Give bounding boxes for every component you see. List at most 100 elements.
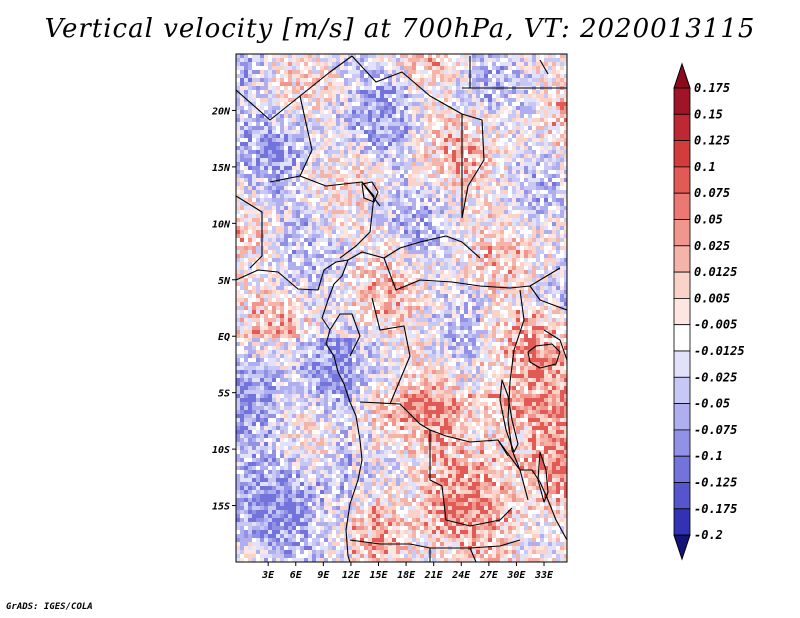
field-cell: [488, 286, 492, 290]
field-cell: [528, 78, 532, 82]
field-cell: [264, 314, 268, 318]
field-cell: [548, 166, 552, 170]
field-cell: [364, 206, 368, 210]
field-cell: [248, 310, 252, 314]
field-cell: [268, 154, 272, 158]
field-cell: [376, 198, 380, 202]
field-cell: [496, 134, 500, 138]
field-cell: [544, 58, 548, 62]
field-cell: [320, 326, 324, 330]
field-cell: [516, 70, 520, 74]
field-cell: [244, 122, 248, 126]
field-cell: [432, 306, 436, 310]
field-cell: [300, 290, 304, 294]
field-cell: [276, 182, 280, 186]
field-cell: [420, 54, 424, 58]
field-cell: [556, 126, 560, 130]
field-cell: [400, 318, 404, 322]
field-cell: [288, 274, 292, 278]
field-cell: [240, 66, 244, 70]
field-cell: [480, 246, 484, 250]
field-cell: [380, 146, 384, 150]
field-cell: [536, 162, 540, 166]
field-cell: [236, 298, 240, 302]
field-cell: [396, 198, 400, 202]
field-cell: [372, 158, 376, 162]
field-cell: [292, 114, 296, 118]
field-cell: [376, 234, 380, 238]
field-cell: [460, 102, 464, 106]
field-cell: [372, 250, 376, 254]
field-cell: [436, 54, 440, 58]
field-cell: [356, 218, 360, 222]
field-cell: [372, 182, 376, 186]
field-cell: [564, 330, 567, 334]
field-cell: [564, 190, 567, 194]
field-cell: [328, 242, 332, 246]
field-cell: [472, 118, 476, 122]
field-cell: [448, 254, 452, 258]
field-cell: [552, 146, 556, 150]
field-cell: [532, 214, 536, 218]
field-cell: [480, 98, 484, 102]
field-cell: [316, 286, 320, 290]
field-cell: [460, 294, 464, 298]
field-cell: [424, 146, 428, 150]
field-cell: [280, 330, 284, 334]
field-cell: [248, 166, 252, 170]
field-cell: [504, 226, 508, 230]
field-cell: [540, 222, 544, 226]
field-cell: [264, 302, 268, 306]
field-cell: [268, 242, 272, 246]
field-cell: [356, 182, 360, 186]
field-cell: [552, 326, 556, 330]
field-cell: [360, 206, 364, 210]
field-cell: [272, 94, 276, 98]
field-cell: [420, 266, 424, 270]
field-cell: [396, 322, 400, 326]
field-cell: [424, 130, 428, 134]
field-cell: [508, 110, 512, 114]
field-cell: [540, 130, 544, 134]
field-cell: [368, 126, 372, 130]
field-cell: [532, 314, 536, 318]
field-cell: [268, 318, 272, 322]
field-cell: [508, 314, 512, 318]
field-cell: [276, 306, 280, 310]
field-cell: [512, 146, 516, 150]
field-cell: [436, 318, 440, 322]
field-cell: [564, 266, 567, 270]
field-cell: [380, 102, 384, 106]
field-cell: [272, 226, 276, 230]
field-cell: [472, 106, 476, 110]
field-cell: [388, 154, 392, 158]
field-cell: [372, 186, 376, 190]
field-cell: [484, 150, 488, 154]
field-cell: [368, 222, 372, 226]
field-cell: [320, 190, 324, 194]
field-cell: [288, 162, 292, 166]
field-cell: [432, 106, 436, 110]
field-cell: [292, 54, 296, 58]
field-cell: [332, 286, 336, 290]
field-cell: [392, 98, 396, 102]
field-cell: [456, 242, 460, 246]
field-cell: [448, 186, 452, 190]
field-cell: [240, 294, 244, 298]
field-cell: [492, 54, 496, 58]
field-cell: [324, 74, 328, 78]
field-cell: [380, 142, 384, 146]
field-cell: [528, 226, 532, 230]
field-cell: [456, 278, 460, 282]
field-cell: [484, 106, 488, 110]
field-cell: [288, 278, 292, 282]
field-cell: [260, 94, 264, 98]
field-cell: [548, 150, 552, 154]
field-cell: [288, 170, 292, 174]
field-cell: [504, 170, 508, 174]
field-cell: [436, 154, 440, 158]
field-cell: [480, 314, 484, 318]
field-cell: [320, 174, 324, 178]
field-cell: [420, 330, 424, 334]
field-cell: [500, 102, 504, 106]
